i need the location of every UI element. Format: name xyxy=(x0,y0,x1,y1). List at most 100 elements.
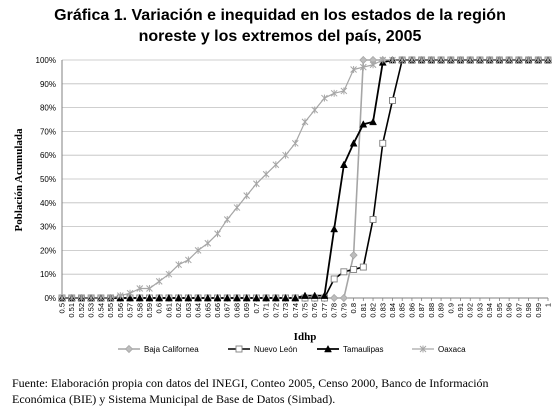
x-tick-label: 0.75 xyxy=(301,303,310,318)
data-point xyxy=(155,277,163,285)
x-tick-label: 0.85 xyxy=(398,303,407,318)
x-tick-label: 0.64 xyxy=(194,303,203,318)
chart-canvas: 0%10%20%30%40%50%60%70%80%90%100% 0.5 0.5… xyxy=(13,55,553,354)
data-point xyxy=(457,56,464,64)
x-axis-label: Idhp xyxy=(294,331,317,343)
chart-title-line-1: Gráfica 1. Variación e inequidad en los … xyxy=(54,7,506,24)
x-tick-label: 0.9 xyxy=(446,303,455,313)
data-point xyxy=(87,294,95,302)
y-tick-label: 50% xyxy=(40,175,56,184)
data-point xyxy=(291,139,299,147)
data-point xyxy=(136,284,144,292)
data-point xyxy=(291,293,300,302)
data-point xyxy=(135,293,144,302)
data-point xyxy=(272,161,280,169)
data-point xyxy=(58,294,66,302)
data-point xyxy=(437,56,445,64)
data-point xyxy=(544,56,552,64)
source-note: Fuente: Elaboración propia con datos del… xyxy=(12,375,558,407)
x-tick-label: 0.68 xyxy=(232,303,241,318)
series-points-oaxaca xyxy=(58,56,552,302)
data-point xyxy=(311,106,319,114)
data-point xyxy=(369,216,377,223)
data-point xyxy=(271,293,280,302)
data-point xyxy=(340,268,348,276)
x-tick-label: 0.88 xyxy=(427,303,436,318)
legend-swatch-marker xyxy=(235,345,243,353)
x-tick-label: 0.67 xyxy=(223,303,232,318)
x-tick-label: 0.63 xyxy=(184,303,193,318)
data-point xyxy=(203,293,212,302)
x-tick-label: 0.94 xyxy=(485,303,494,318)
data-point xyxy=(339,160,348,168)
data-point xyxy=(223,215,231,223)
data-point xyxy=(398,56,406,64)
data-point xyxy=(525,56,532,64)
data-point xyxy=(359,63,367,71)
x-tick-labels: 0.5 0.51 0.52 0.53 0.54 0.55 0.56 0.57 0.58 0.59 0… xyxy=(58,303,553,318)
x-tick-label: 0.86 xyxy=(407,303,416,318)
data-point xyxy=(466,56,474,64)
x-tick-label: 0.6 xyxy=(155,303,164,313)
data-point xyxy=(194,246,202,254)
y-tick-label: 70% xyxy=(40,127,56,136)
data-point xyxy=(330,224,339,233)
data-point xyxy=(68,294,76,302)
x-tick-label: 0.92 xyxy=(466,303,475,318)
data-point xyxy=(253,180,260,188)
data-point xyxy=(214,230,221,238)
x-tick-label: 0.98 xyxy=(524,303,533,318)
legend-swatch-marker xyxy=(324,344,332,353)
legend-label: Nuevo León xyxy=(254,345,297,354)
data-point xyxy=(262,293,271,302)
y-tick-label: 90% xyxy=(40,80,56,89)
chart-title-line-2: noreste y los extremos del país, 2005 xyxy=(138,28,422,45)
data-point xyxy=(155,293,164,302)
y-tick-labels: 0% 10% 20% 30% 40% 50% 60% 70% 80% 90% 100% xyxy=(36,56,56,303)
data-point xyxy=(107,294,114,302)
data-point xyxy=(78,294,85,302)
legend-item-oaxaca: Oaxaca xyxy=(412,345,466,354)
x-tick-label: 0.77 xyxy=(320,303,329,318)
y-tick-label: 20% xyxy=(40,246,56,255)
data-point xyxy=(359,120,368,128)
data-point xyxy=(505,56,513,64)
data-point xyxy=(174,293,183,302)
source-line-2: Económica (BIE) y Sistema Municipal de B… xyxy=(12,392,336,406)
x-tick-label: 0.76 xyxy=(310,303,319,318)
x-tick-label: 0.71 xyxy=(262,303,271,318)
legend-swatch-marker xyxy=(124,344,134,354)
data-point xyxy=(350,66,357,74)
data-point xyxy=(184,293,193,302)
data-point xyxy=(223,293,232,302)
legend-swatch-marker xyxy=(419,345,427,353)
y-tick-label: 0% xyxy=(44,294,56,303)
legend-label: Tamaulipas xyxy=(343,345,383,354)
x-tick-label: 0.55 xyxy=(106,303,115,318)
x-tick-label: 0.59 xyxy=(145,303,154,318)
data-point xyxy=(447,56,455,64)
data-point xyxy=(340,87,348,95)
data-point xyxy=(262,170,270,178)
data-point xyxy=(320,291,329,299)
axes xyxy=(61,60,549,301)
data-point xyxy=(389,56,396,64)
x-tick-label: 0.83 xyxy=(378,303,387,318)
data-point xyxy=(194,293,202,302)
data-point xyxy=(213,293,222,302)
data-point xyxy=(242,293,251,302)
data-point xyxy=(165,293,173,302)
data-point xyxy=(369,117,377,126)
data-point xyxy=(389,97,396,104)
data-point xyxy=(175,261,182,269)
x-tick-label: 0.53 xyxy=(87,303,96,318)
legend-label: Oaxaca xyxy=(438,345,466,354)
data-point xyxy=(252,293,261,302)
x-tick-label: 0.5 xyxy=(58,303,67,313)
x-tick-label: 0.56 xyxy=(116,303,125,318)
x-tick-label: 0.58 xyxy=(135,303,144,318)
x-tick-label: 0.78 xyxy=(330,303,339,318)
data-point xyxy=(301,118,309,126)
data-point xyxy=(185,256,192,264)
data-point xyxy=(350,265,358,273)
